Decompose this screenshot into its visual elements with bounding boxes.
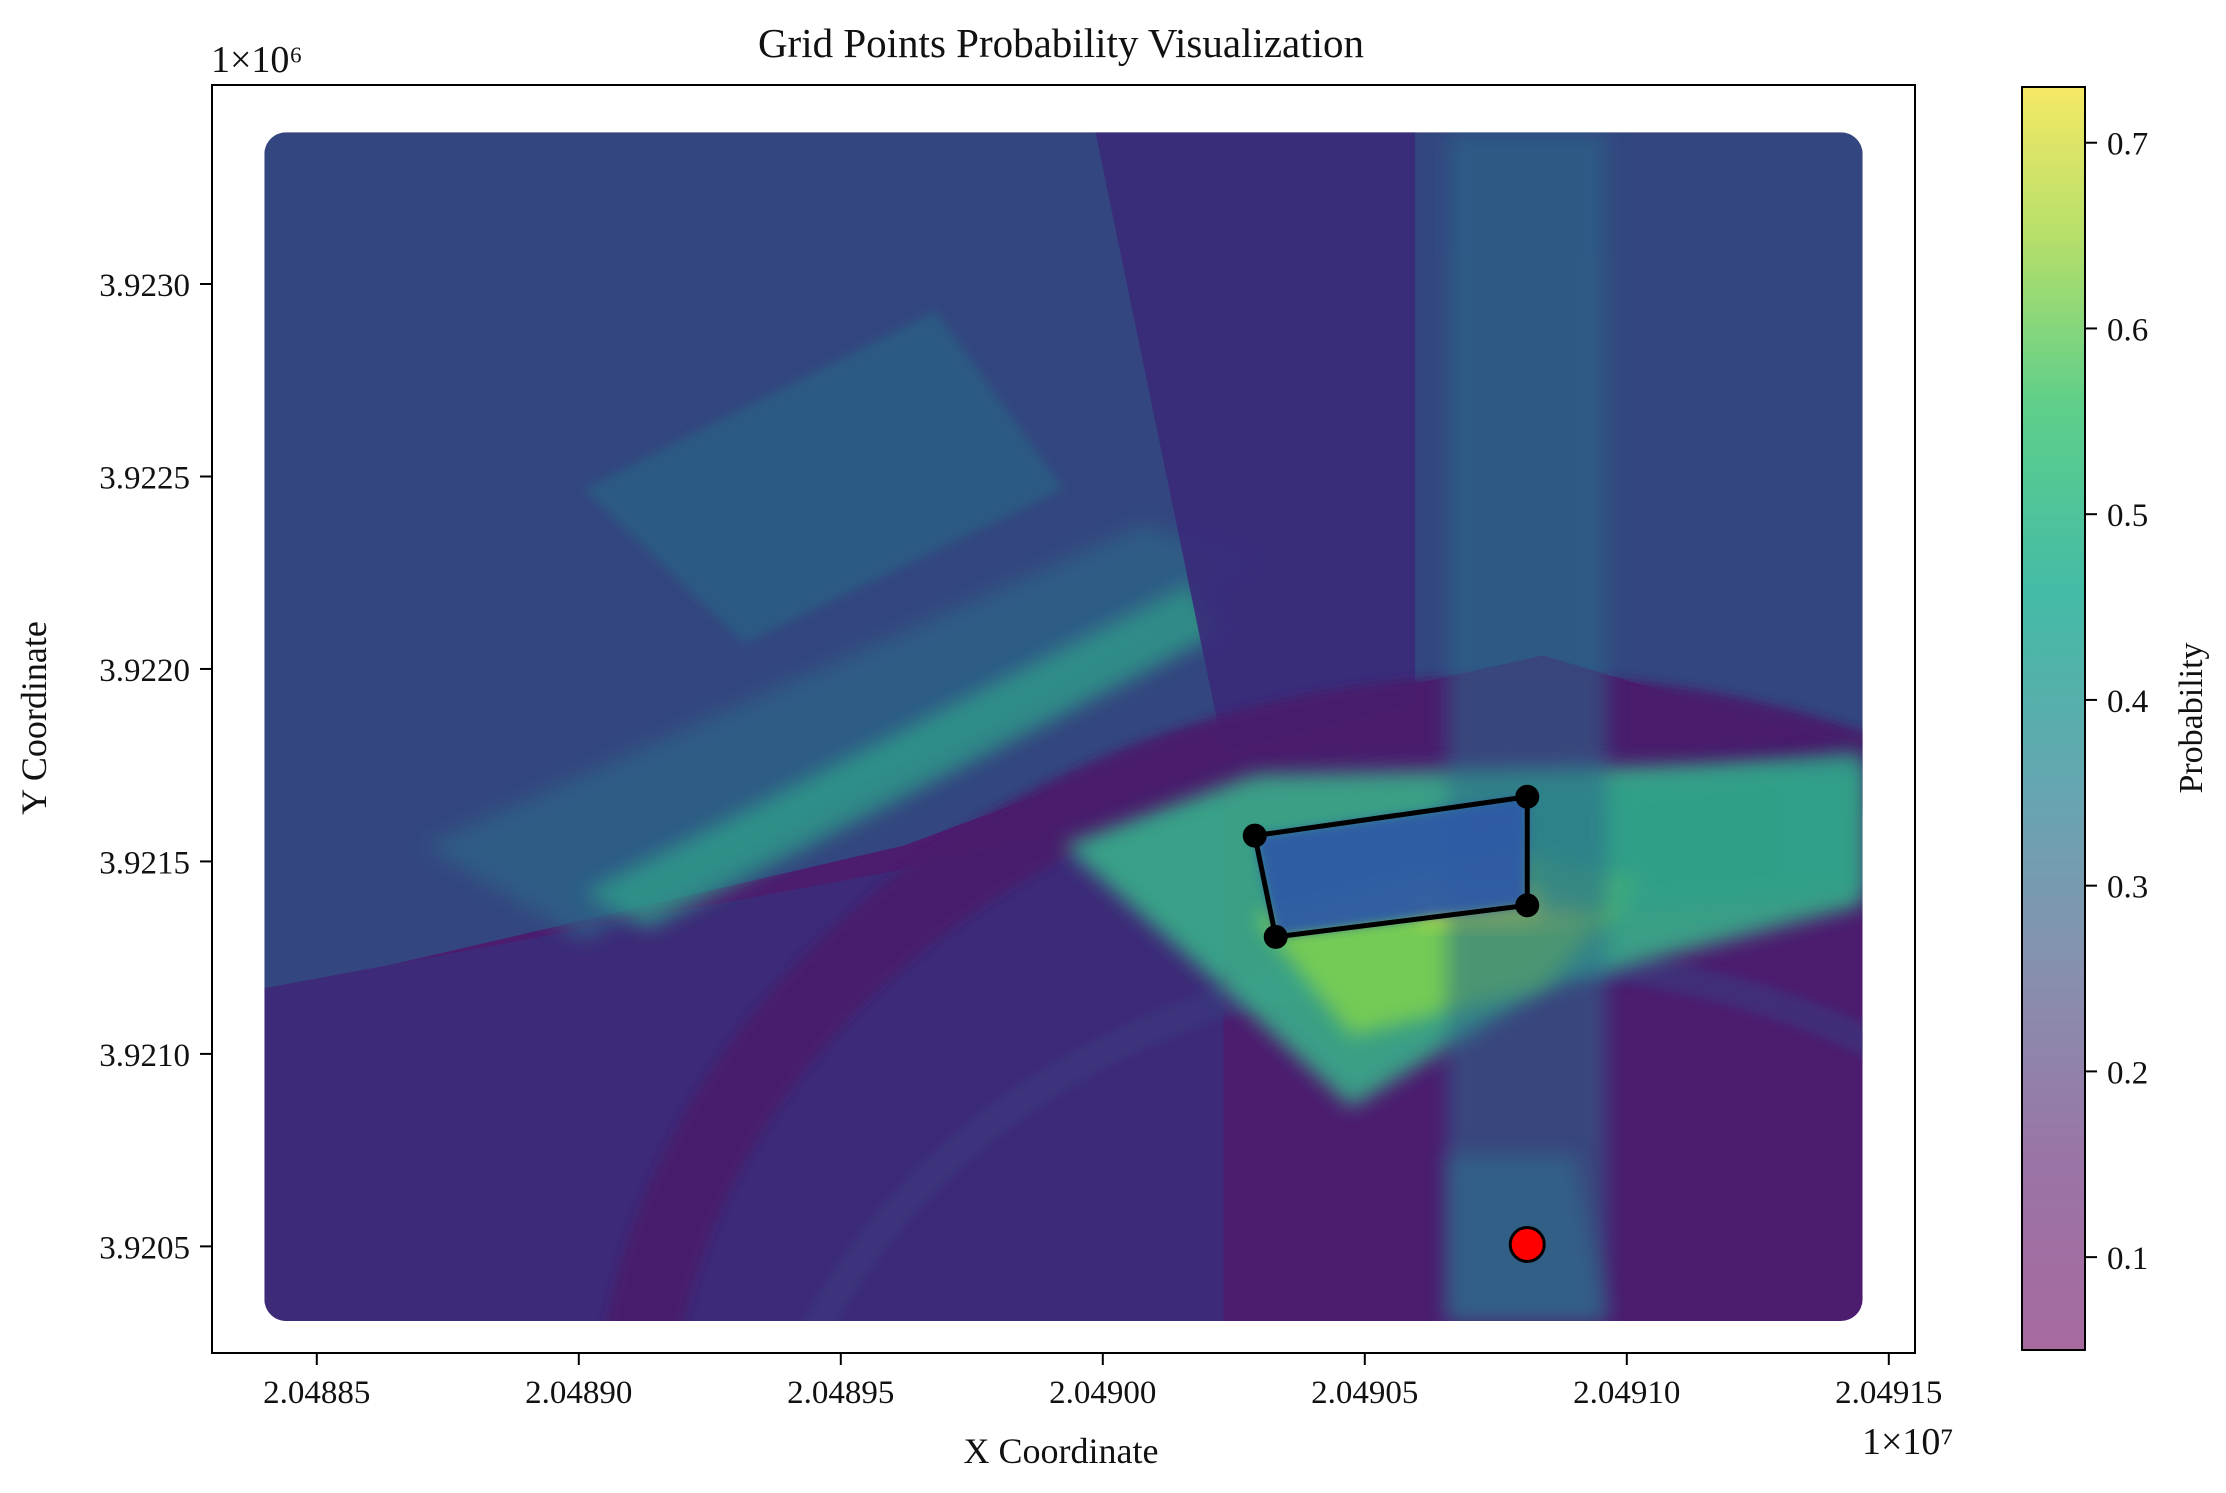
y-axis-offset-label: 1×10⁶ [211,39,303,81]
y-tick-label: 3.9205 [99,1230,190,1266]
colorbar-label: Probability [2173,642,2210,793]
colorbar-tick-label: 0.7 [2107,127,2148,163]
colorbar-tick-label: 0.3 [2107,870,2148,906]
y-tick-label: 3.9230 [99,268,190,304]
x-axis-offset-label: 1×10⁷ [1862,1421,1954,1463]
y-axis-label: Y Coordinate [14,621,54,815]
y-tick-label: 3.9220 [99,653,190,689]
colorbar-tick-label: 0.6 [2107,312,2148,348]
colorbar [2021,86,2086,1351]
x-tick-label: 2.04915 [1835,1375,1942,1411]
colorbar-tick-label: 0.1 [2107,1241,2148,1277]
x-tick-label: 2.04890 [525,1375,632,1411]
x-tick-label: 2.04895 [787,1375,894,1411]
plot-area-frame [211,84,1916,1354]
target-point-marker [1508,1225,1546,1263]
polygon-vertex [1263,924,1288,949]
x-tick-label: 2.04910 [1573,1375,1680,1411]
y-axis-ticks: 3.9205 3.9210 3.9215 3.9220 3.9225 3.9230 [99,268,212,1266]
polygon-vertex [1242,823,1267,848]
colorbar-ticks: 0.1 0.2 0.3 0.4 0.5 0.6 0.7 [2085,127,2148,1277]
y-tick-label: 3.9210 [99,1038,190,1074]
x-tick-label: 2.04885 [263,1375,370,1411]
probability-heatmap [264,132,1863,1322]
colorbar-tick-label: 0.2 [2107,1055,2148,1091]
polygon-vertex [1515,784,1540,809]
colorbar-tick-label: 0.5 [2107,498,2148,534]
x-axis-ticks: 2.04885 2.04890 2.04895 2.04900 2.04905 2.049… [263,1353,1942,1411]
polygon-vertex [1515,893,1540,918]
polygon-vertex-markers [1242,784,1540,949]
y-tick-label: 3.9215 [99,845,190,881]
x-tick-label: 2.04900 [1049,1375,1156,1411]
colorbar-tick-label: 0.4 [2107,684,2148,720]
x-tick-label: 2.04905 [1311,1375,1418,1411]
x-axis-label: X Coordinate [964,1431,1159,1471]
y-tick-label: 3.9225 [99,460,190,496]
chart-title: Grid Points Probability Visualization [758,20,1364,66]
